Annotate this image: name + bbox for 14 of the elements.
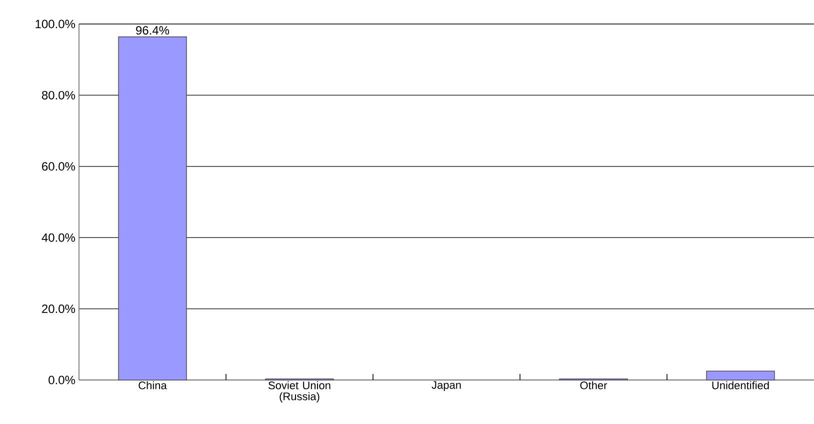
- data-label: 96.4%: [136, 26, 170, 35]
- x-tick-label: Japan: [432, 381, 461, 392]
- y-tick-label: 60.0%: [42, 162, 76, 171]
- y-tick-label: 0.0%: [48, 376, 76, 384]
- y-tick-label: 100.0%: [36, 20, 76, 28]
- bar: [118, 36, 187, 380]
- y-tick-label: 20.0%: [42, 304, 76, 314]
- x-tick-label: Unidentified: [712, 381, 769, 390]
- x-tick-label: Soviet Union (Russia): [268, 381, 330, 402]
- x-tick-label: Other: [580, 381, 608, 390]
- y-tick-label: 40.0%: [42, 233, 76, 242]
- bar: [706, 370, 775, 380]
- y-tick-label: 80.0%: [42, 90, 76, 100]
- x-tick-label: China: [138, 381, 167, 390]
